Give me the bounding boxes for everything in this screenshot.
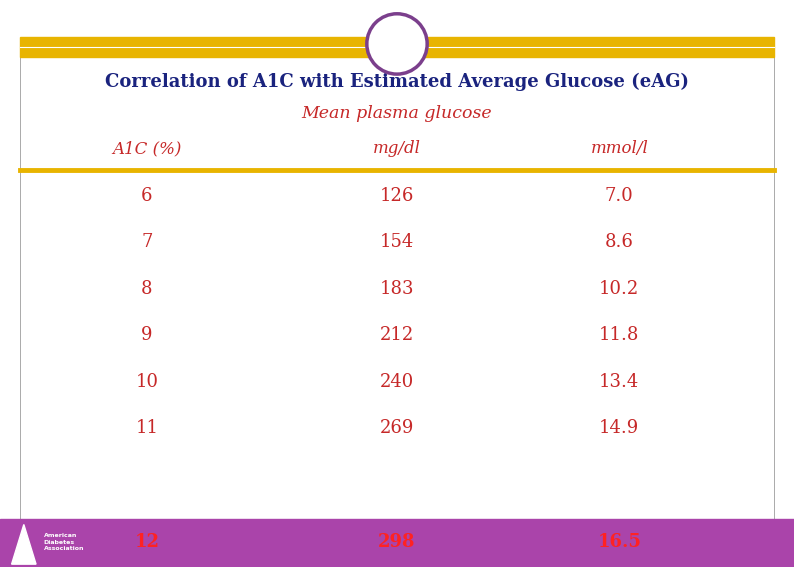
- Text: 12: 12: [134, 533, 160, 551]
- Text: mmol/l: mmol/l: [591, 140, 648, 157]
- Text: 7.0: 7.0: [605, 187, 634, 205]
- Text: A1C (%): A1C (%): [112, 140, 182, 157]
- Text: 298: 298: [378, 533, 416, 551]
- Text: 6: 6: [141, 187, 152, 205]
- Bar: [0, 519, 794, 567]
- Text: 9: 9: [141, 326, 152, 344]
- Text: 8: 8: [141, 280, 152, 298]
- Text: 212: 212: [380, 326, 414, 344]
- Text: 7: 7: [141, 233, 152, 251]
- Text: 10: 10: [136, 373, 158, 391]
- Text: Mean plasma glucose: Mean plasma glucose: [302, 105, 492, 122]
- Text: 269: 269: [380, 419, 414, 437]
- Text: 8.6: 8.6: [605, 233, 634, 251]
- Text: mg/dl: mg/dl: [373, 140, 421, 157]
- Text: 14.9: 14.9: [599, 419, 639, 437]
- Bar: [20, 37, 774, 57]
- Text: 154: 154: [380, 233, 414, 251]
- Text: 16.5: 16.5: [597, 533, 642, 551]
- Text: American
Diabetes
Association: American Diabetes Association: [44, 534, 84, 551]
- Text: 10.2: 10.2: [599, 280, 639, 298]
- Text: 126: 126: [380, 187, 414, 205]
- Text: 11: 11: [136, 419, 158, 437]
- Text: 240: 240: [380, 373, 414, 391]
- Ellipse shape: [367, 14, 427, 74]
- Text: 13.4: 13.4: [599, 373, 639, 391]
- Polygon shape: [12, 524, 36, 564]
- Text: Correlation of A1C with Estimated Average Glucose (eAG): Correlation of A1C with Estimated Averag…: [105, 73, 689, 91]
- Text: 11.8: 11.8: [599, 326, 639, 344]
- Text: 183: 183: [380, 280, 414, 298]
